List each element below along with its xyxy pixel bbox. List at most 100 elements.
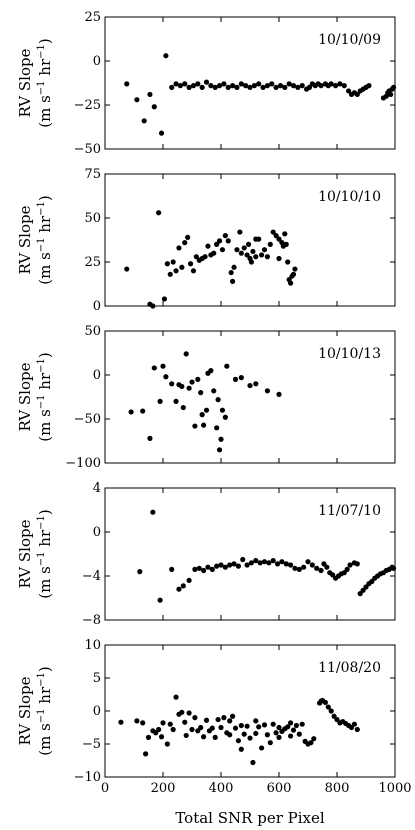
data-point xyxy=(164,261,170,267)
data-point xyxy=(195,376,201,382)
data-point xyxy=(227,732,233,738)
data-point xyxy=(283,241,289,247)
data-point xyxy=(234,84,240,90)
data-point xyxy=(202,254,208,260)
data-point xyxy=(276,724,282,731)
data-point xyxy=(270,721,276,727)
data-point xyxy=(390,565,397,571)
data-point xyxy=(305,559,311,565)
data-point xyxy=(186,710,192,716)
data-point xyxy=(264,254,270,260)
panel-3: 50 0 −50 −100 10/10/13 RV Slope (m s−1 hr−1) xyxy=(16,324,396,471)
data-point xyxy=(250,248,256,255)
data-point xyxy=(235,563,241,569)
data-point xyxy=(151,365,157,371)
data-point xyxy=(260,84,266,90)
data-point xyxy=(250,759,256,766)
data-point xyxy=(227,562,233,568)
data-point xyxy=(261,559,268,565)
data-point xyxy=(160,363,166,369)
data-point xyxy=(259,252,265,258)
data-point xyxy=(128,409,134,415)
data-point xyxy=(190,268,197,274)
data-point xyxy=(347,562,353,568)
data-point xyxy=(253,730,259,737)
y-tick-label: 4 xyxy=(93,481,101,496)
data-point xyxy=(203,407,210,413)
data-point xyxy=(277,83,284,89)
data-point xyxy=(308,740,314,746)
data-point xyxy=(248,560,255,566)
data-point xyxy=(241,731,247,737)
data-point xyxy=(244,723,250,729)
data-point xyxy=(253,558,259,564)
data-point xyxy=(251,83,257,89)
data-point xyxy=(247,382,253,389)
data-point xyxy=(241,245,247,251)
data-point xyxy=(253,718,259,724)
data-point xyxy=(222,233,228,239)
data-point xyxy=(205,564,211,570)
y-tick-label: −5 xyxy=(82,737,101,752)
data-point xyxy=(160,720,166,726)
data-point xyxy=(228,269,234,276)
y-axis-title: RV Slope xyxy=(16,676,34,745)
data-point xyxy=(124,266,130,272)
data-point xyxy=(192,715,198,721)
data-point xyxy=(186,577,192,584)
data-point xyxy=(224,363,230,369)
y-tick-label: −4 xyxy=(82,569,101,584)
panel-frame xyxy=(104,330,396,464)
data-point xyxy=(256,81,262,87)
data-point xyxy=(311,736,317,742)
data-point xyxy=(354,726,360,733)
panel-2: 75 50 25 0 10/10/10 RV Slope (m s−1 hr−1) xyxy=(16,167,396,314)
data-point xyxy=(169,84,175,90)
data-point xyxy=(218,562,224,568)
data-point xyxy=(209,566,215,573)
data-point xyxy=(225,84,231,90)
data-point xyxy=(196,565,202,571)
data-point xyxy=(259,745,265,751)
y-tick-label: −25 xyxy=(74,98,101,113)
data-point xyxy=(274,561,281,567)
data-point xyxy=(150,509,156,515)
data-point xyxy=(270,229,276,235)
y-tick-label: −100 xyxy=(65,456,101,471)
data-point xyxy=(157,597,163,603)
data-point xyxy=(219,407,226,413)
data-point xyxy=(318,567,324,574)
data-point xyxy=(147,91,153,98)
data-point xyxy=(290,727,297,733)
data-point xyxy=(285,724,291,730)
y-tick-label: 50 xyxy=(84,211,101,226)
data-point xyxy=(118,719,124,725)
y-axis-units: (m s−1 hr−1) xyxy=(36,195,54,285)
data-point xyxy=(230,278,236,284)
data-point xyxy=(244,252,250,258)
data-point xyxy=(282,84,288,90)
data-point xyxy=(238,375,244,381)
data-point xyxy=(145,734,152,741)
data-point xyxy=(164,741,170,747)
data-point xyxy=(167,721,173,727)
data-point xyxy=(182,81,188,87)
data-point xyxy=(137,569,143,575)
data-point xyxy=(232,376,239,382)
data-point xyxy=(221,715,227,721)
data-point xyxy=(283,561,289,567)
data-point xyxy=(183,732,189,739)
data-point xyxy=(276,255,282,262)
data-point xyxy=(346,88,352,94)
data-point xyxy=(266,560,272,566)
data-point xyxy=(344,566,350,573)
data-point xyxy=(282,231,288,237)
data-point xyxy=(273,84,279,90)
x-tick-label: 0 xyxy=(101,781,109,796)
data-point xyxy=(247,735,253,741)
data-point xyxy=(328,708,334,714)
data-point xyxy=(141,118,147,124)
data-point xyxy=(240,556,246,563)
